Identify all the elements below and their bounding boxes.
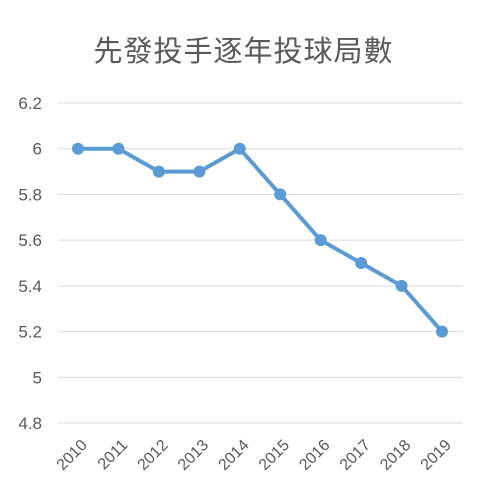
x-axis-tick-labels: 2010 2011 2012 2013 2014 2015 2016 2017 2018 2019 xyxy=(54,437,455,474)
data-point-2012 xyxy=(152,165,165,178)
series-layer xyxy=(72,142,448,338)
x-tick-label: 2012 xyxy=(135,437,172,474)
y-tick-label: 6.2 xyxy=(18,94,42,113)
data-point-2017 xyxy=(355,257,368,269)
y-tick-label: 4.8 xyxy=(18,414,42,433)
x-tick-label: 2016 xyxy=(296,437,333,474)
data-point-2015 xyxy=(274,188,287,201)
x-tick-label: 2014 xyxy=(215,437,252,474)
x-tick-label: 2017 xyxy=(337,437,374,474)
y-tick-label: 5.8 xyxy=(18,185,42,204)
y-tick-label: 6 xyxy=(33,140,42,159)
x-tick-label: 2018 xyxy=(377,437,414,474)
x-tick-label: 2010 xyxy=(54,437,91,474)
y-tick-label: 5.2 xyxy=(18,323,42,342)
y-axis-tick-labels: 4.8 5 5.2 5.4 5.6 5.8 6 6.2 xyxy=(18,94,42,433)
data-point-2016 xyxy=(314,234,327,247)
y-tick-label: 5 xyxy=(33,368,42,387)
data-point-2014 xyxy=(233,142,246,155)
series-line-0 xyxy=(76,146,444,334)
data-point-2019 xyxy=(436,325,448,338)
x-tick-label: 2015 xyxy=(256,437,293,474)
data-point-2010 xyxy=(72,142,84,155)
chart-title: 先發投手逐年投球局數 xyxy=(93,34,394,68)
data-point-2011 xyxy=(112,142,125,155)
data-point-2018 xyxy=(395,279,408,292)
x-tick-label: 2019 xyxy=(418,437,455,474)
y-tick-label: 5.6 xyxy=(18,231,42,250)
x-tick-label: 2013 xyxy=(175,437,212,474)
y-tick-label: 5.4 xyxy=(18,277,42,296)
x-tick-label: 2011 xyxy=(95,437,131,473)
data-point-2013 xyxy=(193,165,206,178)
gridlines xyxy=(58,102,463,424)
